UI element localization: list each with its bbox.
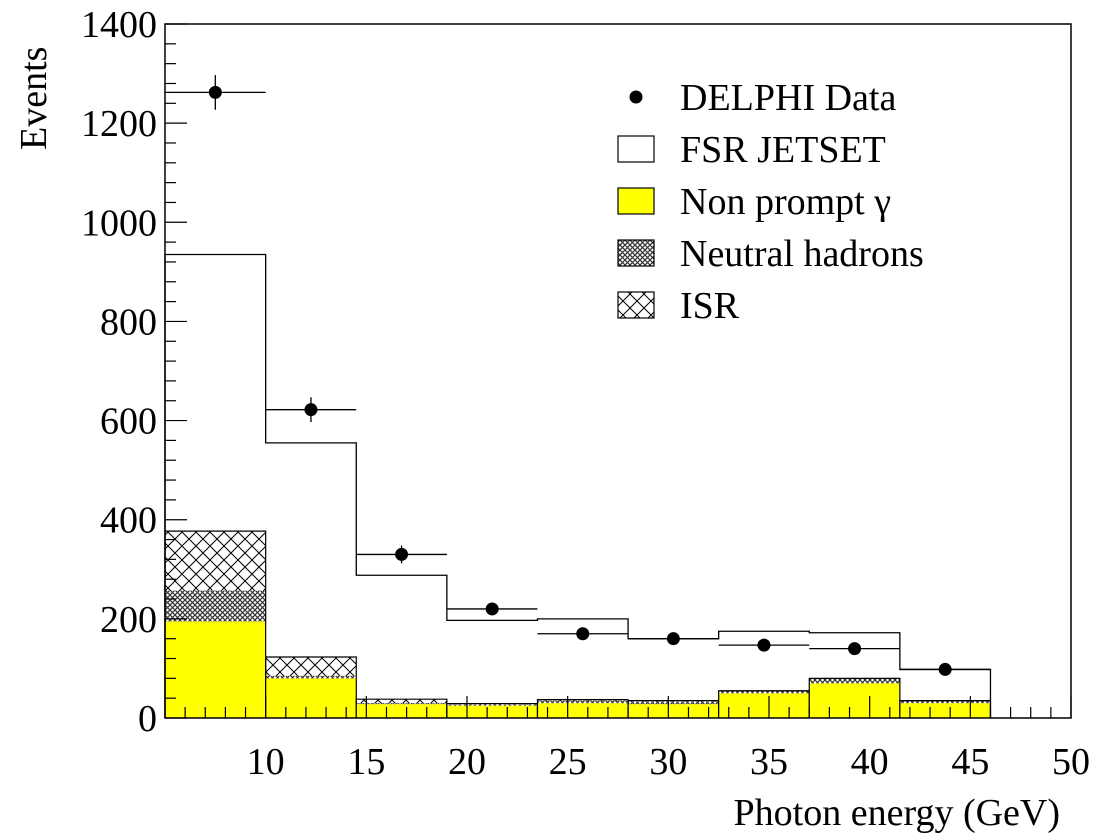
axis-ticks xyxy=(165,23,1072,719)
data-marker xyxy=(208,85,222,99)
bar-neutral-hadrons xyxy=(537,700,629,704)
legend-data-marker xyxy=(629,90,643,104)
fsr-step-line xyxy=(164,253,992,718)
legend-label: Neutral hadrons xyxy=(680,233,924,275)
plot-frame xyxy=(164,23,1072,719)
bar-non-prompt xyxy=(265,678,357,718)
legend-item-isr: ISR xyxy=(617,285,740,327)
data-marker xyxy=(576,627,590,641)
stack-outline xyxy=(265,656,357,718)
x-tick-label: 30 xyxy=(649,741,687,783)
data-point xyxy=(899,662,991,676)
legend-item-neutral-hadrons: Neutral hadrons xyxy=(617,233,924,275)
legend-item-fsr: FSR JETSET xyxy=(617,129,886,171)
x-tick-label: 20 xyxy=(448,741,486,783)
bar-isr xyxy=(356,699,447,704)
bar-non-prompt xyxy=(537,703,629,718)
data-point xyxy=(265,397,357,423)
data-marker xyxy=(938,662,952,676)
data-marker xyxy=(395,547,409,561)
legend-label: Non prompt γ xyxy=(680,181,891,223)
legend-label: DELPHI Data xyxy=(680,77,896,119)
data-point xyxy=(718,638,810,652)
fsr-histogram xyxy=(164,253,992,718)
x-axis-label: Photon energy (GeV) xyxy=(734,792,1060,834)
bar-non-prompt xyxy=(165,621,266,718)
y-tick-label: 600 xyxy=(100,401,157,443)
data-marker xyxy=(848,642,862,656)
bar-neutral-hadrons xyxy=(165,590,266,622)
bar-non-prompt xyxy=(446,705,538,718)
legend: DELPHI Data FSR JETSET Non prompt γ Neutral… xyxy=(617,77,924,327)
bar-non-prompt xyxy=(628,704,719,718)
x-tick-label: 35 xyxy=(750,741,788,783)
data-marker xyxy=(485,602,499,616)
x-tick-label: 10 xyxy=(247,741,285,783)
y-tick-label: 800 xyxy=(100,301,157,343)
legend-item-data: DELPHI Data xyxy=(629,77,896,119)
bar-neutral-hadrons xyxy=(809,678,900,684)
legend-swatch xyxy=(617,187,655,215)
bar-neutral-hadrons xyxy=(265,675,357,679)
bar-non-prompt xyxy=(899,703,991,718)
data-point xyxy=(165,75,266,110)
data-point xyxy=(628,632,719,646)
stacked-bars xyxy=(164,530,992,718)
data-point xyxy=(809,642,900,656)
bar-non-prompt xyxy=(718,693,810,718)
y-tick-label: 1200 xyxy=(81,103,157,145)
y-tick-label: 0 xyxy=(138,698,157,740)
data-marker xyxy=(757,638,771,652)
bar-neutral-hadrons xyxy=(628,701,719,705)
bar-neutral-hadrons xyxy=(356,703,447,705)
legend-item-non-prompt: Non prompt γ xyxy=(617,181,891,223)
y-axis-label: Events xyxy=(13,47,55,150)
y-tick-label: 1400 xyxy=(81,4,157,46)
x-tick-label: 50 xyxy=(1052,741,1090,783)
bar-neutral-hadrons xyxy=(899,700,991,704)
data-marker xyxy=(304,403,318,417)
bar-isr xyxy=(265,657,357,676)
tick-labels: 0 200 400 600 800 1000 1200 1400 10 15 20 25 30 35 40 4… xyxy=(81,4,1090,783)
bar-neutral-hadrons xyxy=(446,704,538,706)
y-tick-label: 200 xyxy=(100,599,157,641)
legend-label: FSR JETSET xyxy=(680,129,886,171)
x-tick-label: 15 xyxy=(347,741,385,783)
data-point xyxy=(537,627,629,641)
legend-swatch xyxy=(617,239,655,267)
x-tick-label: 25 xyxy=(549,741,587,783)
data-point xyxy=(446,602,538,616)
data-marker xyxy=(666,632,680,646)
x-tick-label: 45 xyxy=(951,741,989,783)
stack-outline xyxy=(808,677,901,718)
data-points xyxy=(165,75,991,676)
y-tick-label: 400 xyxy=(100,500,157,542)
bar-neutral-hadrons xyxy=(718,690,810,694)
y-tick-label: 1000 xyxy=(81,202,157,244)
bar-non-prompt xyxy=(809,683,900,718)
legend-label: ISR xyxy=(680,285,740,327)
x-tick-label: 40 xyxy=(851,741,889,783)
bar-non-prompt xyxy=(356,704,447,718)
legend-swatch xyxy=(617,135,655,163)
bar-isr xyxy=(165,531,266,591)
data-point xyxy=(356,545,447,564)
legend-swatch xyxy=(617,291,655,319)
